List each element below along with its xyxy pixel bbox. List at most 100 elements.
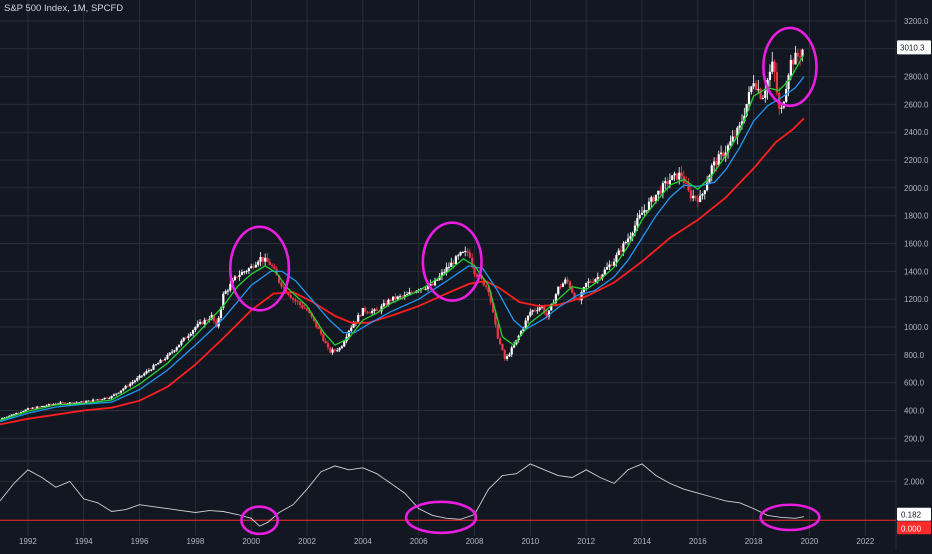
candle-body [501, 343, 504, 351]
candle-body [8, 415, 11, 418]
candle-body [129, 383, 132, 387]
candle-body [459, 252, 462, 256]
candle-body [564, 279, 567, 284]
candle-body [636, 218, 639, 226]
candle-body [201, 322, 204, 325]
candle-body [768, 71, 772, 80]
annotation-ellipse [404, 500, 478, 535]
candle-body [91, 399, 95, 402]
candle-body [387, 299, 390, 305]
candle-body [708, 175, 711, 183]
candle-body [606, 267, 609, 270]
candle-body [454, 256, 458, 265]
candle-body [436, 279, 439, 281]
candle-body [178, 344, 181, 348]
candle-body [59, 402, 62, 404]
candle-body [136, 377, 139, 381]
candle-body [568, 281, 571, 289]
candle-body [291, 298, 295, 300]
indicator-value-label: 0.182 [901, 511, 922, 520]
candle-body [19, 412, 23, 414]
candle-body [759, 89, 762, 99]
candle-body [533, 310, 537, 312]
candle-body [110, 396, 113, 399]
x-tick-label: 2014 [633, 537, 651, 546]
y-tick-label: 2400.0 [904, 128, 929, 137]
annotation-ellipse [228, 225, 291, 312]
candle-body [392, 296, 395, 301]
candle-body [443, 272, 446, 274]
candle-body [166, 354, 169, 359]
candle-body [301, 304, 304, 308]
candle-body [473, 265, 476, 275]
candle-body [664, 181, 667, 184]
candle-body [326, 343, 330, 348]
candle-body [75, 402, 78, 404]
candle-body [373, 309, 376, 311]
candle-body [61, 402, 64, 404]
candle-body [480, 275, 483, 279]
candle-body [617, 250, 620, 256]
candle-body [77, 402, 81, 404]
candle-body [157, 363, 160, 365]
candle-body [450, 262, 453, 267]
candle-body [212, 314, 216, 322]
candle-body [94, 399, 97, 401]
candle-body [389, 299, 392, 301]
candle-body [752, 83, 755, 87]
annotation-ellipse [759, 503, 821, 532]
candle-body [594, 279, 597, 282]
candle-body [89, 400, 92, 402]
candle-body [333, 349, 337, 351]
candle-body [268, 261, 271, 265]
ma-mid-line [0, 76, 805, 423]
candle-body [254, 264, 257, 268]
candle-body [1, 418, 4, 420]
candle-body [778, 92, 781, 109]
candle-body [250, 266, 253, 269]
x-tick-label: 2012 [577, 537, 595, 546]
candle-body [619, 250, 623, 252]
candle-body [229, 283, 232, 291]
candle-body [105, 397, 109, 399]
candle-body [338, 347, 341, 351]
ma-fast-line [0, 53, 805, 421]
candle-body [145, 371, 148, 374]
candle-body [566, 279, 569, 282]
candle-body [687, 183, 690, 191]
candle-body [43, 405, 46, 407]
candle-body [398, 296, 402, 298]
candle-body [247, 268, 250, 272]
candle-body [289, 295, 292, 299]
candle-body [164, 358, 167, 361]
candle-body [452, 262, 455, 265]
candle-body [592, 281, 595, 283]
candle-body [184, 337, 188, 339]
candle-body [771, 61, 774, 72]
candle-body [310, 312, 313, 318]
candle-body [538, 307, 541, 311]
candle-body [701, 193, 704, 196]
candle-body [24, 409, 27, 412]
candle-body [282, 286, 285, 288]
candle-body [150, 369, 153, 371]
candle-body [589, 281, 592, 283]
candle-body [180, 340, 183, 345]
candle-body [12, 414, 16, 416]
candle-body [461, 251, 464, 253]
candle-body [243, 271, 246, 273]
candle-body [96, 399, 99, 401]
candle-body [426, 286, 430, 289]
candle-body [559, 286, 562, 288]
candle-body [668, 180, 672, 185]
candle-body [738, 125, 741, 128]
candle-body [15, 413, 18, 415]
candle-body [464, 250, 467, 252]
candle-body [312, 317, 316, 322]
candle-body [233, 276, 237, 281]
candle-body [622, 243, 625, 252]
candle-body [240, 272, 244, 276]
candle-body [529, 311, 532, 316]
